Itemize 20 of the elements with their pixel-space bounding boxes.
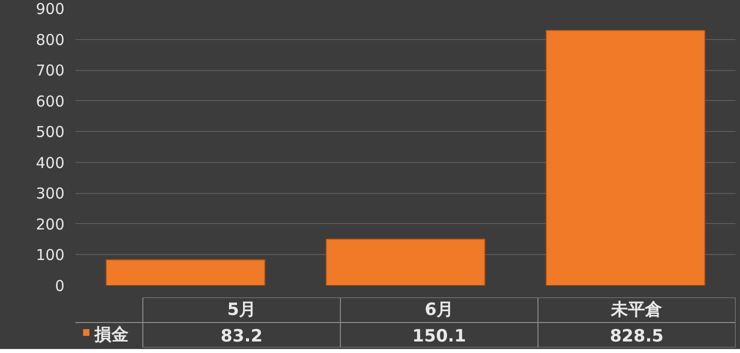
y-tick-label: 400 xyxy=(36,154,65,172)
y-tick-label: 600 xyxy=(36,92,65,110)
x-tick-label: 未平倉 xyxy=(610,300,664,320)
bar xyxy=(546,30,706,286)
y-tick-label: 0 xyxy=(54,277,65,295)
legend-label: 損金 xyxy=(93,325,128,345)
y-tick-label: 800 xyxy=(36,30,65,49)
y-tick-label: 300 xyxy=(36,184,65,203)
bar xyxy=(106,259,266,286)
y-tick-label: 700 xyxy=(36,62,65,80)
data-label: 83.2 xyxy=(220,326,263,346)
y-tick-label: 100 xyxy=(36,246,65,264)
y-tick-label: 500 xyxy=(36,123,65,142)
x-tick-label: 5月 xyxy=(227,300,256,320)
bar xyxy=(326,238,486,286)
y-tick-label: 200 xyxy=(36,215,65,234)
data-label: 150.1 xyxy=(412,326,466,346)
data-label: 828.5 xyxy=(610,326,664,346)
x-tick-label: 6月 xyxy=(424,300,454,320)
y-tick-label: 900 xyxy=(36,0,65,18)
